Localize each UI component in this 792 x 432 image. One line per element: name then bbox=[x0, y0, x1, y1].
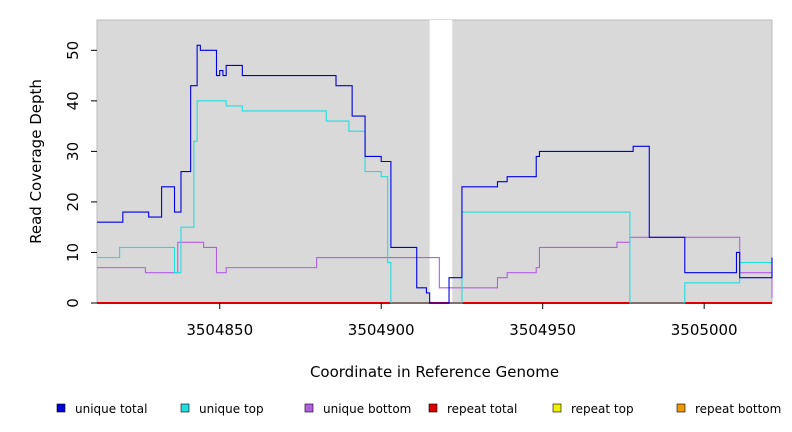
legend-swatch-unique-total bbox=[56, 403, 66, 413]
series-line-unique-top bbox=[97, 100, 772, 304]
legend-label-unique-top: unique top bbox=[199, 402, 264, 416]
legend-label-repeat-bottom: repeat bottom bbox=[695, 402, 781, 416]
legend-label-unique-total: unique total bbox=[75, 402, 147, 416]
series-layer bbox=[97, 44, 773, 304]
x-tick-label: 3505000 bbox=[671, 321, 738, 339]
y-tick-label: 30 bbox=[64, 142, 82, 161]
series-line-unique-total bbox=[97, 44, 773, 304]
coverage-gap bbox=[429, 20, 453, 303]
y-tick-label: 20 bbox=[64, 192, 82, 211]
legend-swatch-repeat-top bbox=[552, 403, 562, 413]
legend-label-repeat-total: repeat total bbox=[447, 402, 517, 416]
legend: unique total unique top unique bottom repea… bbox=[56, 402, 781, 416]
legend-swatch-repeat-bottom bbox=[676, 403, 686, 413]
legend-swatch-repeat-total bbox=[428, 403, 438, 413]
y-tick-label: 50 bbox=[64, 41, 82, 60]
x-axis-label: Coordinate in Reference Genome bbox=[310, 363, 559, 381]
x-tick-label: 3504950 bbox=[509, 321, 576, 339]
x-tick-label: 3504850 bbox=[186, 321, 253, 339]
legend-label-repeat-top: repeat top bbox=[571, 402, 634, 416]
legend-label-unique-bottom: unique bottom bbox=[323, 402, 411, 416]
y-tick-label: 0 bbox=[64, 298, 82, 308]
y-axis-label: Read Coverage Depth bbox=[27, 79, 45, 244]
x-tick-label: 3504900 bbox=[348, 321, 415, 339]
axis-layer: 0 10 20 30 40 50 3504850 3504900 3504950 3505000 bbox=[64, 41, 738, 339]
y-tick-label: 40 bbox=[64, 91, 82, 110]
legend-swatch-unique-top bbox=[180, 403, 190, 413]
y-tick-label: 10 bbox=[64, 243, 82, 262]
legend-swatch-unique-bottom bbox=[304, 403, 314, 413]
